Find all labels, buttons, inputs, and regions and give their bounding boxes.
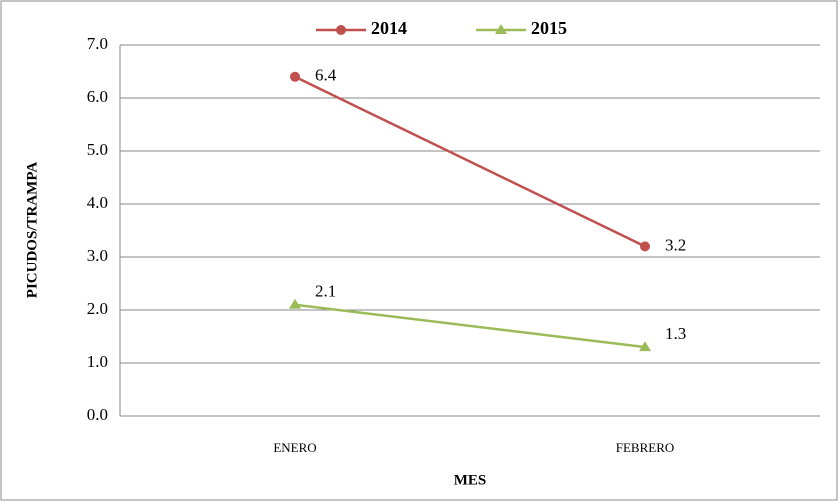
y-tick-label: 3.0 — [87, 246, 108, 265]
marker — [336, 25, 346, 35]
marker — [495, 24, 507, 34]
y-tick-label: 7.0 — [87, 34, 108, 53]
y-tick-label: 1.0 — [87, 352, 108, 371]
y-tick-label: 5.0 — [87, 140, 108, 159]
series-line — [294, 75, 646, 248]
y-tick-label: 0.0 — [87, 405, 108, 424]
series-line — [294, 303, 646, 349]
legend-label: 2014 — [371, 18, 407, 38]
x-axis-label: MES — [454, 472, 487, 488]
marker — [640, 241, 650, 252]
data-label: 2.1 — [315, 282, 336, 301]
marker — [289, 298, 301, 309]
x-tick-label: ENERO — [273, 440, 316, 455]
data-label: 3.2 — [665, 235, 686, 254]
y-tick-label: 4.0 — [87, 193, 108, 212]
legend-label: 2015 — [531, 18, 567, 38]
x-tick-label: FEBRERO — [616, 440, 675, 455]
marker — [290, 71, 300, 82]
marker — [639, 341, 651, 352]
y-tick-label: 6.0 — [87, 87, 108, 106]
data-label: 1.3 — [665, 324, 686, 343]
y-tick-label: 2.0 — [87, 299, 108, 318]
data-label: 6.4 — [315, 66, 337, 85]
y-axis-label: PICUDOS/TRAMPA — [24, 162, 40, 299]
